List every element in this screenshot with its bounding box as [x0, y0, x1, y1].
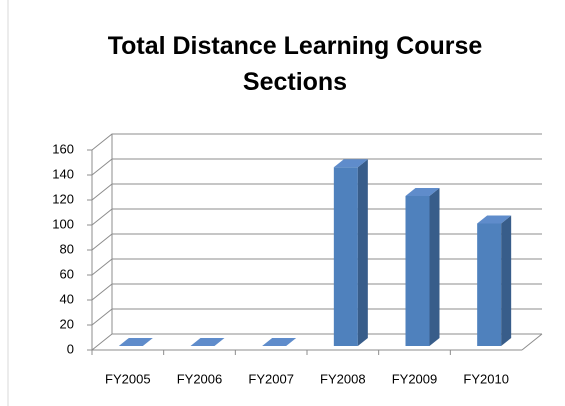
bar-front — [333, 167, 358, 346]
bar-top — [262, 338, 297, 346]
y-tick-label: 60 — [60, 266, 74, 281]
grid-line — [91, 158, 542, 176]
bar-top — [405, 188, 440, 196]
y-tick-label: 0 — [67, 341, 74, 356]
y-tick-label: 20 — [60, 316, 74, 331]
y-tick-label: 100 — [52, 216, 74, 231]
y-tick-label: 40 — [60, 291, 74, 306]
grid-line — [91, 333, 542, 351]
bar-front — [405, 196, 430, 346]
x-tick-label: FY2008 — [320, 371, 366, 386]
y-tick-label: 140 — [52, 166, 74, 181]
bar — [333, 159, 368, 346]
x-tick-label: FY2005 — [105, 371, 151, 386]
x-tick-label: FY2009 — [392, 371, 438, 386]
bar-side — [429, 188, 440, 346]
bar-top — [333, 159, 368, 168]
y-tick-label: 120 — [52, 191, 74, 206]
bar — [477, 215, 512, 346]
floor-line — [521, 333, 543, 351]
bar-top — [190, 338, 225, 346]
grid-line — [91, 208, 542, 226]
chart-title: Total Distance Learning Course Sections — [107, 32, 483, 96]
x-tick-label: FY2007 — [248, 371, 294, 386]
grid-line — [91, 258, 542, 276]
bar — [190, 338, 225, 346]
grid-line — [91, 233, 542, 251]
bar — [118, 338, 153, 346]
y-tick-label: 160 — [52, 141, 74, 156]
x-tick-label: FY2010 — [463, 371, 509, 386]
bar-front — [477, 223, 502, 346]
grid-line — [91, 308, 542, 326]
grid-line — [91, 183, 542, 201]
grid-line — [91, 283, 542, 301]
bar-top — [118, 338, 153, 346]
grid-line — [91, 133, 542, 151]
bar-top — [477, 215, 512, 224]
y-tick-label: 80 — [60, 241, 74, 256]
bar-side — [357, 159, 368, 346]
x-tick-label: FY2006 — [177, 371, 223, 386]
bar — [262, 338, 297, 346]
bar — [405, 188, 440, 346]
bar-side — [501, 215, 512, 346]
